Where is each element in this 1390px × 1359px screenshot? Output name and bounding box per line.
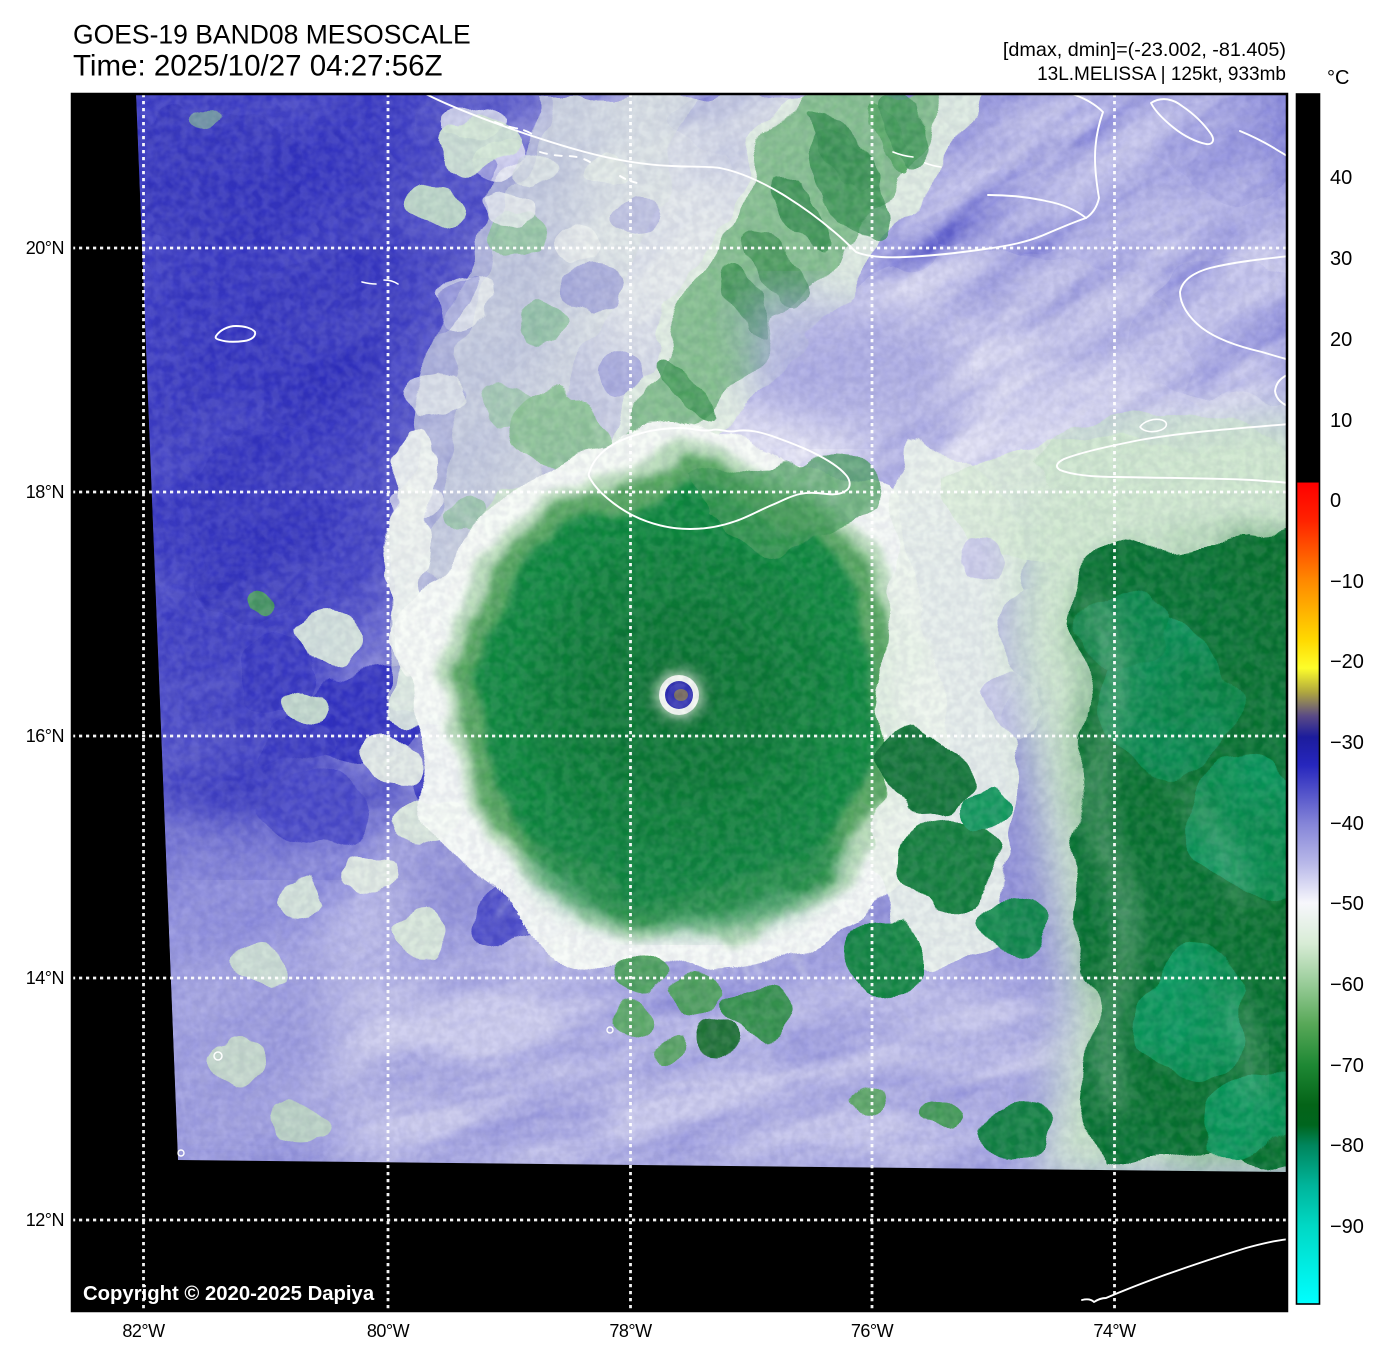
svg-text:20°N: 20°N [26, 238, 64, 258]
svg-text:0: 0 [1330, 490, 1341, 512]
svg-text:18°N: 18°N [26, 482, 64, 502]
svg-text:−80: −80 [1330, 1135, 1364, 1157]
svg-text:40: 40 [1330, 167, 1352, 189]
svg-text:−60: −60 [1330, 974, 1364, 996]
svg-text:14°N: 14°N [26, 968, 64, 988]
svg-text:[dmax, dmin]=(-23.002, -81.405: [dmax, dmin]=(-23.002, -81.405) [1003, 39, 1286, 61]
svg-text:16°N: 16°N [26, 726, 64, 746]
svg-text:30: 30 [1330, 248, 1352, 270]
svg-text:13L.MELISSA | 125kt, 933mb: 13L.MELISSA | 125kt, 933mb [1037, 64, 1286, 85]
svg-text:Copyright © 2020-2025 Dapiya: Copyright © 2020-2025 Dapiya [83, 1283, 375, 1305]
svg-text:−40: −40 [1330, 813, 1364, 835]
svg-text:74°W: 74°W [1093, 1321, 1136, 1341]
svg-text:82°W: 82°W [122, 1321, 165, 1341]
svg-text:−20: −20 [1330, 651, 1364, 673]
svg-text:°C: °C [1327, 67, 1349, 89]
svg-text:20: 20 [1330, 329, 1352, 351]
svg-text:−70: −70 [1330, 1055, 1364, 1077]
svg-text:10: 10 [1330, 410, 1352, 432]
svg-text:12°N: 12°N [26, 1210, 64, 1230]
svg-text:78°W: 78°W [609, 1321, 652, 1341]
svg-text:−10: −10 [1330, 571, 1364, 593]
svg-text:−90: −90 [1330, 1216, 1364, 1238]
svg-text:Time: 2025/10/27 04:27:56Z: Time: 2025/10/27 04:27:56Z [73, 50, 443, 83]
svg-text:GOES-19 BAND08 MESOSCALE: GOES-19 BAND08 MESOSCALE [73, 20, 471, 50]
svg-text:76°W: 76°W [851, 1321, 894, 1341]
svg-text:−30: −30 [1330, 732, 1364, 754]
svg-text:−50: −50 [1330, 893, 1364, 915]
svg-text:80°W: 80°W [367, 1321, 410, 1341]
